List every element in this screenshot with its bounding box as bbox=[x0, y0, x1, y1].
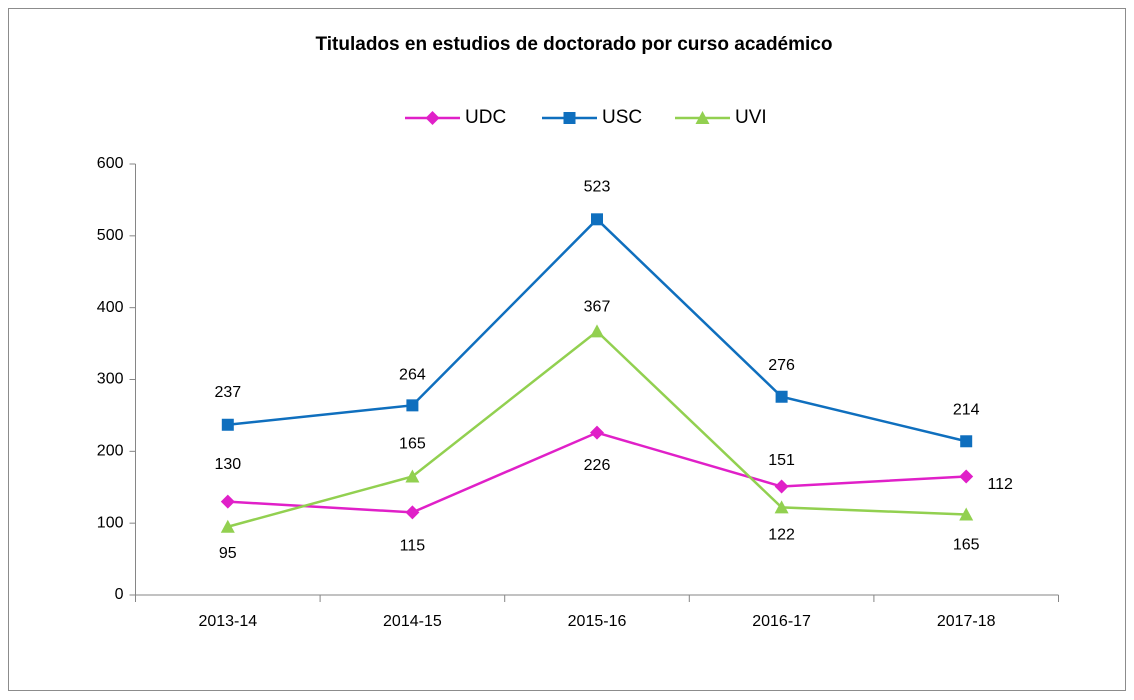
marker bbox=[405, 469, 420, 483]
marker bbox=[959, 469, 974, 484]
x-tick-label: 2013-14 bbox=[198, 613, 257, 630]
data-label: 122 bbox=[768, 527, 795, 544]
marker bbox=[406, 399, 419, 412]
y-tick-label: 400 bbox=[97, 299, 124, 316]
marker bbox=[775, 390, 788, 403]
marker bbox=[591, 213, 603, 226]
data-label: 95 bbox=[219, 545, 237, 562]
legend-label: UVI bbox=[735, 107, 767, 128]
data-label: 151 bbox=[768, 452, 795, 469]
y-tick-label: 0 bbox=[115, 586, 124, 603]
x-tick-label: 2016-17 bbox=[752, 613, 811, 630]
marker bbox=[220, 519, 235, 533]
marker bbox=[220, 494, 235, 509]
marker bbox=[774, 479, 789, 494]
data-label: 165 bbox=[399, 436, 426, 453]
data-label: 226 bbox=[584, 457, 611, 474]
data-label: 367 bbox=[584, 299, 611, 316]
data-label: 523 bbox=[584, 179, 611, 196]
marker bbox=[563, 112, 576, 124]
marker bbox=[425, 111, 440, 125]
data-label: 165 bbox=[953, 537, 980, 554]
marker bbox=[590, 324, 604, 338]
data-label: 214 bbox=[953, 401, 980, 418]
y-tick-label: 300 bbox=[97, 371, 124, 388]
y-tick-label: 100 bbox=[97, 514, 124, 531]
legend-label: UDC bbox=[465, 107, 506, 128]
chart-title: Titulados en estudios de doctorado por c… bbox=[316, 34, 833, 55]
data-label: 115 bbox=[400, 538, 426, 555]
marker bbox=[959, 507, 974, 521]
marker bbox=[590, 425, 604, 440]
legend-label: USC bbox=[602, 107, 642, 128]
marker bbox=[405, 505, 420, 520]
marker bbox=[221, 418, 234, 431]
data-label: 276 bbox=[768, 357, 795, 374]
x-tick-label: 2017-18 bbox=[937, 613, 996, 630]
data-label: 130 bbox=[214, 456, 241, 473]
y-tick-label: 500 bbox=[97, 227, 124, 244]
y-tick-label: 200 bbox=[97, 443, 124, 460]
data-label: 264 bbox=[399, 367, 426, 384]
data-label: 112 bbox=[987, 476, 1013, 493]
marker bbox=[774, 500, 789, 514]
chart-border bbox=[8, 8, 1126, 691]
x-tick-label: 2015-16 bbox=[568, 613, 627, 630]
marker bbox=[695, 111, 710, 124]
x-tick-label: 2014-15 bbox=[383, 613, 442, 630]
marker bbox=[960, 435, 973, 448]
y-tick-label: 600 bbox=[97, 155, 124, 172]
data-label: 237 bbox=[214, 384, 241, 401]
